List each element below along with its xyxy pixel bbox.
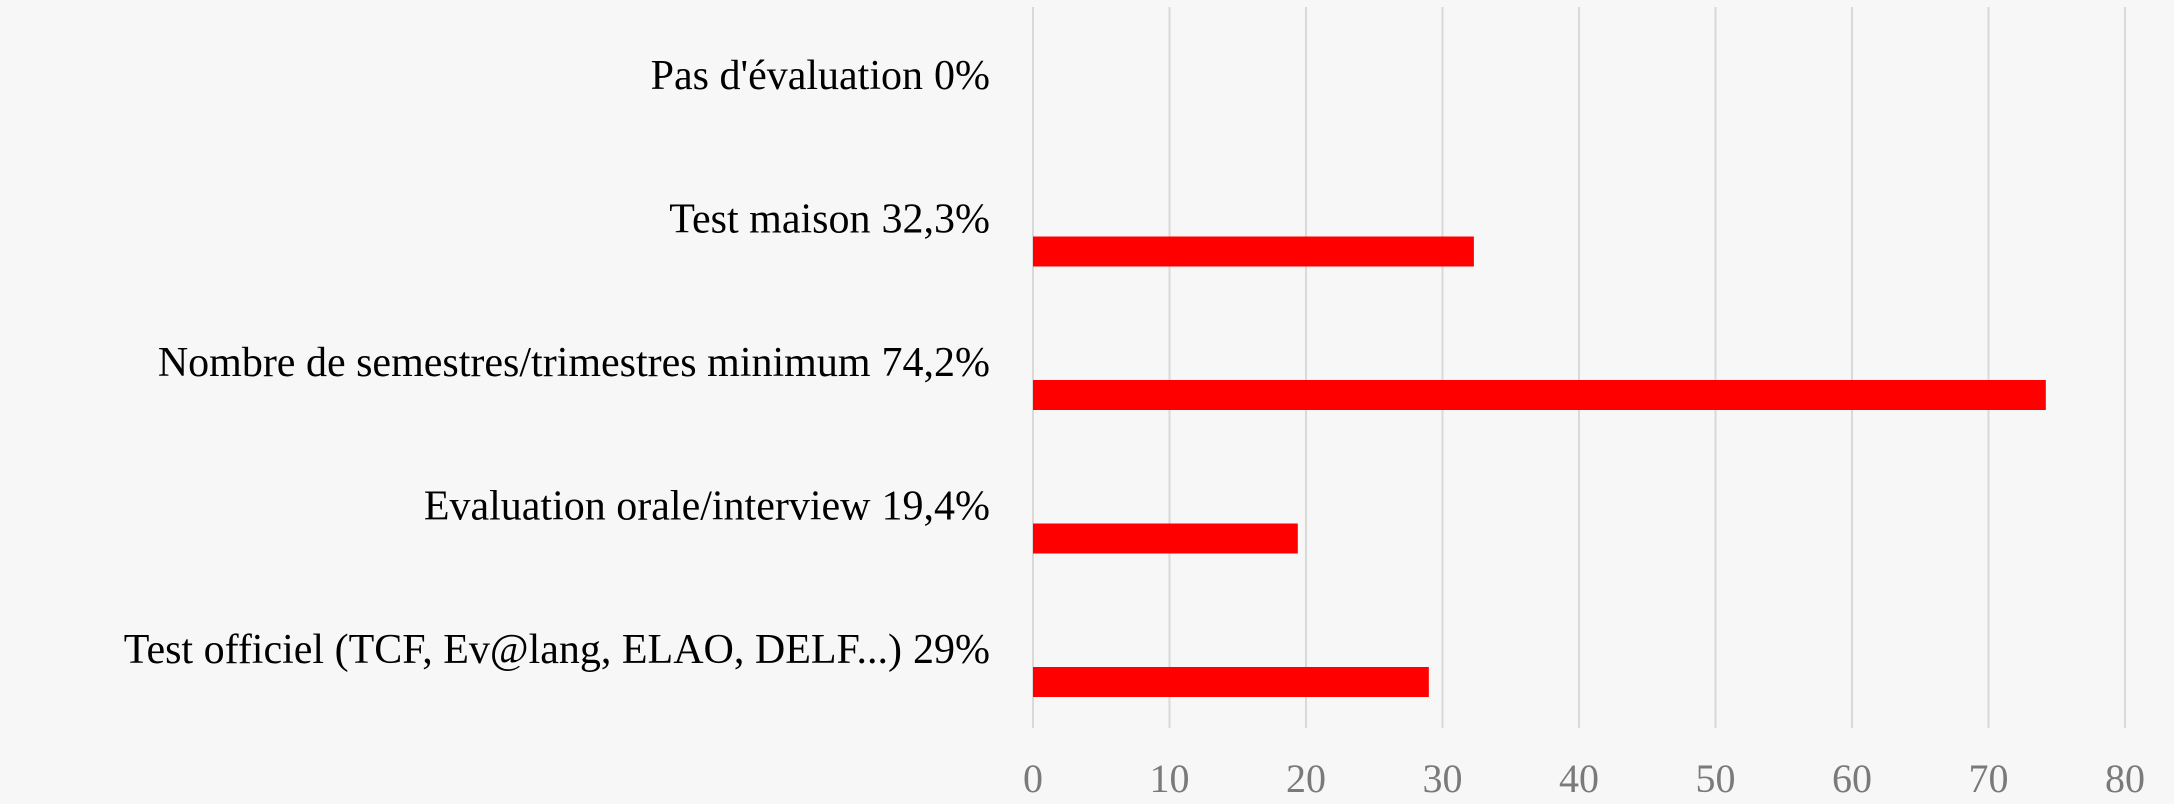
x-tick-label: 30 — [1423, 756, 1463, 801]
value-label: 29% — [913, 627, 990, 673]
x-tick-label: 80 — [2105, 756, 2145, 801]
x-tick-label: 50 — [1696, 756, 1736, 801]
category-name: Evaluation orale/interview — [424, 483, 871, 529]
category-label: Test maison 32,3% — [669, 196, 990, 242]
x-tick-label: 70 — [1969, 756, 2009, 801]
value-label: 19,4% — [882, 483, 991, 529]
value-label: 0% — [934, 53, 990, 99]
category-name: Nombre de semestres/trimestres minimum — [158, 340, 871, 386]
x-tick-label: 0 — [1023, 756, 1043, 801]
category-label: Nombre de semestres/trimestres minimum 74… — [158, 340, 990, 386]
x-tick-label: 40 — [1559, 756, 1599, 801]
category-label: Test officiel (TCF, Ev@lang, ELAO, DELF.… — [124, 627, 990, 673]
x-tick-label: 10 — [1150, 756, 1190, 801]
bar — [1033, 236, 1474, 267]
category-label: Pas d'évaluation 0% — [651, 53, 990, 99]
bar — [1033, 380, 2046, 410]
bar — [1033, 667, 1429, 697]
category-name: Test officiel (TCF, Ev@lang, ELAO, DELF.… — [124, 627, 902, 673]
category-label: Evaluation orale/interview 19,4% — [424, 483, 990, 529]
category-name: Pas d'évaluation — [651, 53, 923, 99]
category-name: Test maison — [669, 196, 870, 242]
x-tick-label: 60 — [1832, 756, 1872, 801]
value-label: 74,2% — [882, 340, 991, 386]
value-label: 32,3% — [882, 196, 991, 242]
x-tick-label: 20 — [1286, 756, 1326, 801]
bar — [1033, 523, 1298, 554]
